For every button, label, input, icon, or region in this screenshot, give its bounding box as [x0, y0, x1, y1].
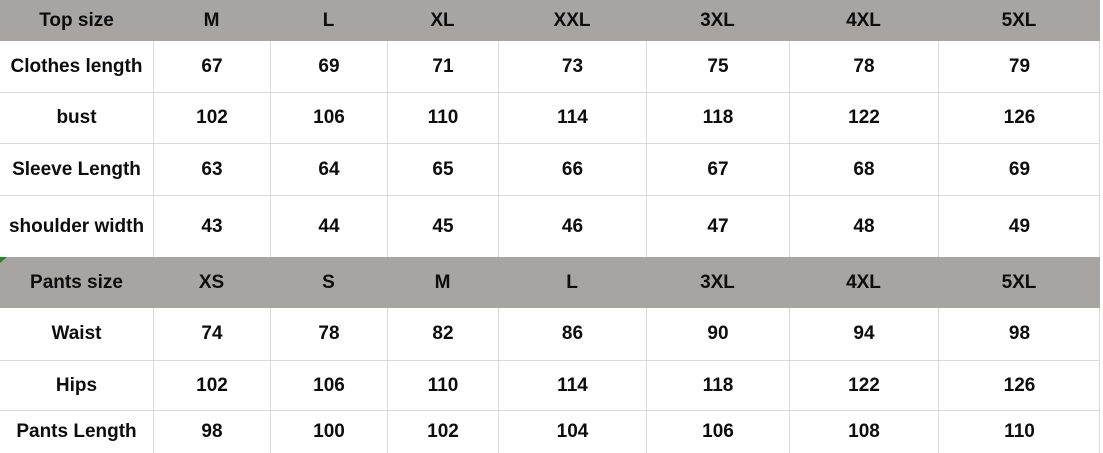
value-cell: 106 [270, 361, 387, 410]
value-cell: 102 [153, 93, 270, 143]
table-row: bust 102 106 110 114 118 122 126 [0, 92, 1100, 143]
value-cell: 102 [387, 411, 498, 453]
table-row: Sleeve Length 63 64 65 66 67 68 69 [0, 143, 1100, 195]
header-size-cell: 5XL [1001, 9, 1037, 31]
header-size-cell: L [566, 271, 578, 293]
value-cell: 98 [153, 411, 270, 453]
value-cell: 122 [789, 361, 938, 410]
value-cell: 114 [498, 361, 646, 410]
header-size-cell: L [322, 9, 335, 31]
table-row: Waist 74 78 82 86 90 94 98 [0, 308, 1100, 360]
value-cell: 110 [387, 361, 498, 410]
value-cell: 122 [789, 93, 938, 143]
table-row: shoulder width 43 44 45 46 47 48 49 [0, 195, 1100, 257]
header-size-cell: XL [430, 9, 455, 31]
value-cell: 65 [387, 144, 498, 195]
value-cell: 102 [153, 361, 270, 410]
value-cell: 43 [153, 196, 270, 257]
cell-error-marker-icon [0, 257, 7, 263]
value-cell: 114 [498, 93, 646, 143]
header-size-cell: XS [198, 271, 225, 293]
value-cell: 75 [646, 41, 789, 92]
header-size-cell: 3XL [700, 9, 735, 31]
table-row: Pants Length 98 100 102 104 106 108 110 [0, 410, 1100, 453]
row-label-cell: Pants Length [16, 421, 137, 442]
header-label-cell: Pants size [30, 271, 123, 293]
value-cell: 47 [646, 196, 789, 257]
value-cell: 45 [387, 196, 498, 257]
value-cell: 68 [789, 144, 938, 195]
row-label-cell: Hips [55, 374, 98, 396]
value-cell: 48 [789, 196, 938, 257]
table-row: Clothes length 67 69 71 73 75 78 79 [0, 41, 1100, 92]
value-cell: 118 [646, 361, 789, 410]
value-cell: 69 [270, 41, 387, 92]
value-cell: 110 [387, 93, 498, 143]
row-label-cell: Clothes length [10, 55, 143, 77]
value-cell: 100 [270, 411, 387, 453]
value-cell: 90 [646, 308, 789, 360]
value-cell: 94 [789, 308, 938, 360]
header-size-cell: S [322, 271, 335, 293]
value-cell: 86 [498, 308, 646, 360]
value-cell: 44 [270, 196, 387, 257]
value-cell: 67 [153, 41, 270, 92]
value-cell: 66 [498, 144, 646, 195]
value-cell: 74 [153, 308, 270, 360]
header-row: Pants size XS S M L 3XL 4XL 5XL [0, 257, 1100, 308]
value-cell: 108 [789, 411, 938, 453]
header-size-cell: 5XL [1001, 271, 1037, 293]
header-size-cell: 3XL [700, 271, 735, 293]
header-label-cell: Top size [39, 9, 114, 31]
value-cell: 126 [938, 361, 1100, 410]
value-cell: 82 [387, 308, 498, 360]
row-label-cell: Sleeve Length [12, 158, 141, 180]
header-size-cell: XXL [553, 9, 591, 31]
header-size-cell: 4XL [846, 271, 881, 293]
value-cell: 64 [270, 144, 387, 195]
value-cell: 104 [498, 411, 646, 453]
row-label-cell: Waist [51, 323, 102, 344]
row-label-cell: shoulder width [8, 215, 145, 237]
value-cell: 46 [498, 196, 646, 257]
table-row: Hips 102 106 110 114 118 122 126 [0, 360, 1100, 410]
header-size-cell: 4XL [846, 9, 881, 31]
value-cell: 118 [646, 93, 789, 143]
value-cell: 78 [789, 41, 938, 92]
value-cell: 78 [270, 308, 387, 360]
header-row: Top size M L XL XXL 3XL 4XL 5XL [0, 0, 1100, 41]
value-cell: 69 [938, 144, 1100, 195]
value-cell: 106 [646, 411, 789, 453]
value-cell: 106 [270, 93, 387, 143]
value-cell: 110 [938, 411, 1100, 453]
value-cell: 73 [498, 41, 646, 92]
value-cell: 79 [938, 41, 1100, 92]
value-cell: 63 [153, 144, 270, 195]
value-cell: 98 [938, 308, 1100, 360]
row-label-cell: bust [56, 107, 97, 128]
value-cell: 67 [646, 144, 789, 195]
header-size-cell: M [203, 9, 220, 31]
header-size-cell: M [434, 271, 451, 293]
value-cell: 49 [938, 196, 1100, 257]
value-cell: 71 [387, 41, 498, 92]
value-cell: 126 [938, 93, 1100, 143]
